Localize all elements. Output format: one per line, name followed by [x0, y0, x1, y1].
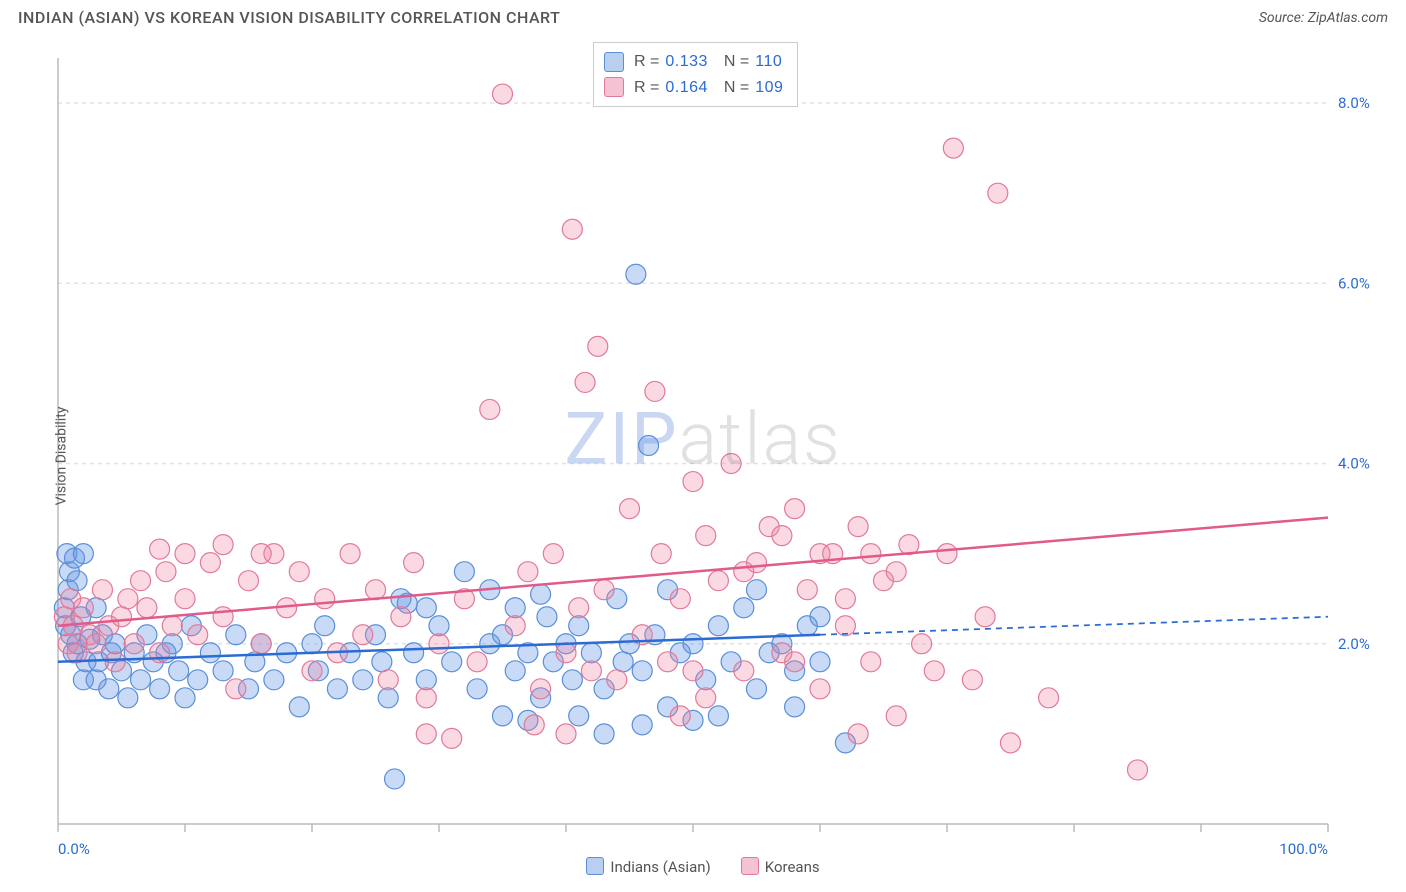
stat-r-value: 0.164	[665, 75, 708, 101]
stats-row: R =0.164 N =109	[604, 75, 783, 101]
legend-swatch	[604, 77, 624, 97]
svg-text:4.0%: 4.0%	[1338, 455, 1370, 473]
stats-row: R =0.133 N =110	[604, 49, 783, 75]
scatter-chart: 2.0% 4.0% 6.0% 8.0% 0.0% 100.0%	[18, 38, 1388, 874]
stat-n-value: 110	[755, 49, 782, 75]
svg-text:100.0%: 100.0%	[1279, 840, 1328, 858]
y-axis-label: Vision Disability	[53, 407, 69, 506]
stat-r-value: 0.133	[665, 49, 708, 75]
stats-legend: R =0.133 N =110 R =0.164 N =109	[593, 42, 798, 107]
stat-n-label: N =	[724, 75, 749, 101]
legend-item: Koreans	[741, 857, 820, 876]
legend-swatch	[586, 857, 604, 875]
stat-n-label: N =	[724, 49, 749, 75]
series-legend: Indians (Asian) Koreans	[18, 857, 1388, 876]
legend-label: Koreans	[765, 858, 820, 876]
svg-text:6.0%: 6.0%	[1338, 274, 1370, 292]
legend-item: Indians (Asian)	[586, 857, 710, 876]
legend-swatch	[741, 857, 759, 875]
stat-r-label: R =	[634, 75, 659, 101]
chart-source: Source: ZipAtlas.com	[1259, 10, 1388, 26]
svg-text:2.0%: 2.0%	[1338, 635, 1370, 653]
stat-n-value: 109	[755, 75, 783, 101]
legend-label: Indians (Asian)	[610, 858, 710, 876]
svg-text:8.0%: 8.0%	[1338, 94, 1370, 112]
svg-text:0.0%: 0.0%	[58, 840, 90, 858]
chart-title: INDIAN (ASIAN) VS KOREAN VISION DISABILI…	[18, 8, 560, 27]
stat-r-label: R =	[634, 49, 659, 75]
legend-swatch	[604, 52, 624, 72]
chart-container: Vision Disability 2.0% 4.0% 6.0% 8.0% 0.0% 10…	[18, 38, 1388, 874]
